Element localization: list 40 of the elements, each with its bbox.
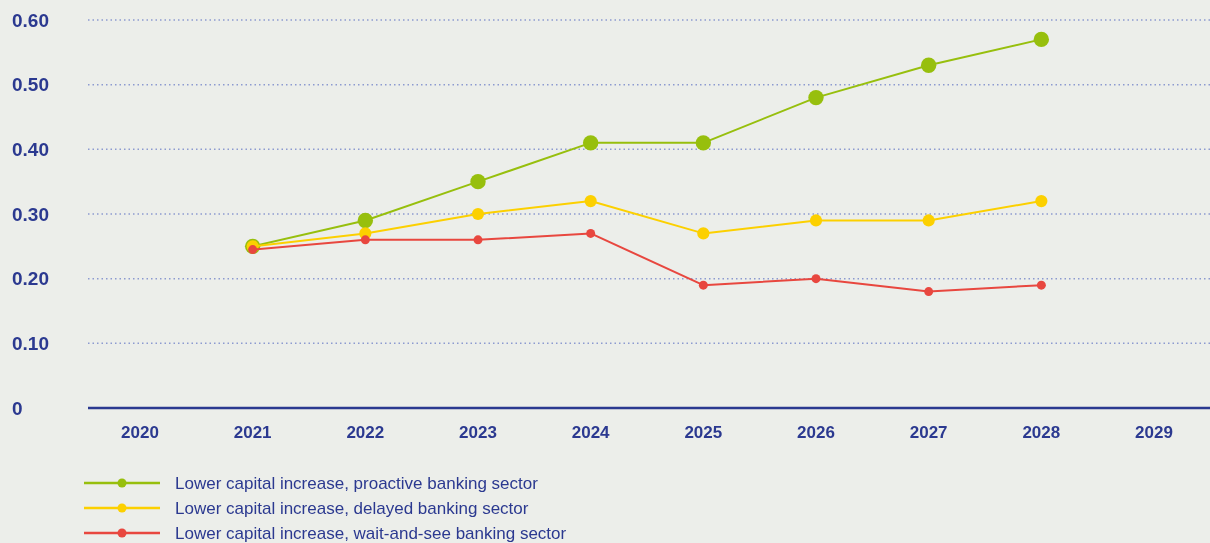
legend-label: Lower capital increase, wait-and-see banking sector — [175, 523, 567, 543]
point — [695, 135, 712, 151]
x-tick-label: 2027 — [909, 423, 948, 442]
point — [697, 227, 710, 240]
point — [584, 194, 597, 208]
y-tick-label: 0 — [12, 397, 23, 419]
point — [360, 235, 370, 245]
legend-label: Lower capital increase, proactive banking sector — [175, 473, 539, 493]
point — [924, 287, 934, 297]
y-tick-label: 0.30 — [12, 203, 49, 225]
point — [357, 212, 374, 229]
y-tick-label: 0.50 — [12, 74, 49, 96]
point — [473, 235, 483, 245]
point — [811, 274, 821, 284]
x-tick-label: 2022 — [346, 423, 385, 442]
point — [698, 280, 708, 290]
x-tick-label: 2028 — [1022, 423, 1061, 442]
x-tick-label: 2026 — [797, 423, 835, 442]
legend-label: Lower capital increase, delayed banking sector — [175, 498, 529, 518]
point — [808, 89, 824, 106]
point — [582, 135, 599, 151]
x-tick-label: 2021 — [233, 423, 272, 442]
y-tick-label: 0.10 — [12, 332, 49, 354]
y-tick-label: 0.40 — [12, 138, 49, 160]
point — [1036, 280, 1046, 290]
point — [1033, 31, 1050, 48]
point — [470, 173, 486, 190]
point — [586, 228, 596, 238]
x-tick-label: 2025 — [684, 423, 723, 442]
point — [809, 214, 823, 227]
point — [922, 214, 935, 227]
y-tick-label: 0.60 — [12, 9, 49, 31]
x-tick-label: 2020 — [121, 423, 159, 442]
x-tick-label: 2023 — [459, 423, 497, 442]
point — [471, 207, 485, 221]
point — [920, 57, 937, 73]
x-tick-label: 2024 — [571, 423, 611, 442]
point — [1035, 194, 1048, 208]
x-tick-label: 2029 — [1135, 423, 1173, 442]
y-tick-label: 0.20 — [12, 268, 49, 290]
